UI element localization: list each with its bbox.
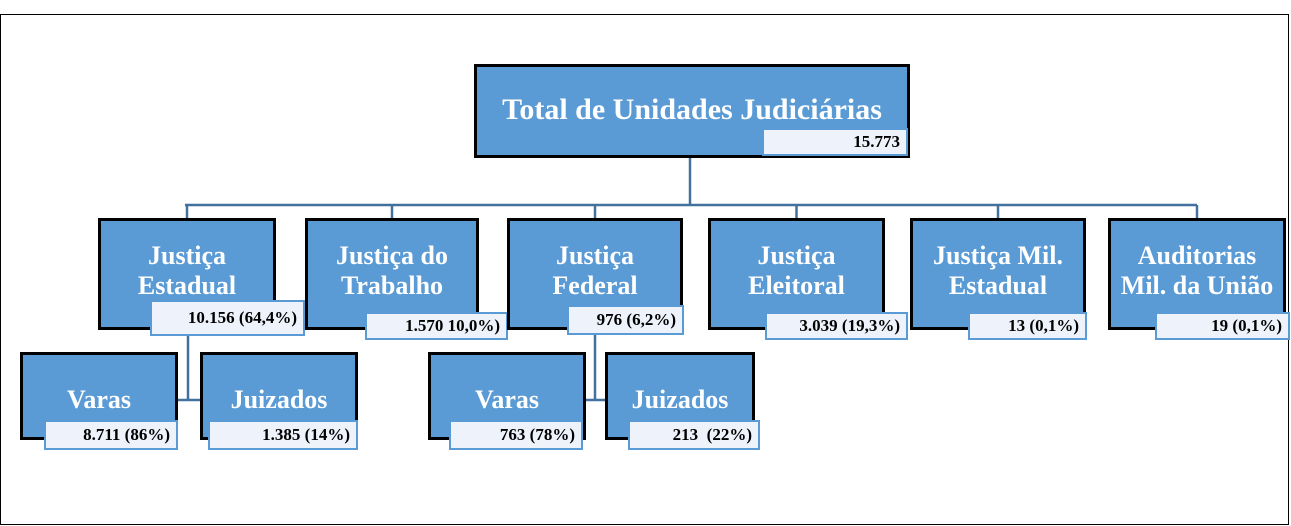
node-value: 3.039 (19,3%) <box>765 312 908 340</box>
node-title: Justiça do <box>336 241 448 270</box>
node-title: Justiça <box>757 241 836 270</box>
node-title: Eleitoral <box>748 271 845 300</box>
node-title: Estadual <box>137 271 237 300</box>
node-value: 1.570 10,0%) <box>365 312 508 340</box>
node: Auditorias Mil. da União <box>1108 218 1286 330</box>
node-title: Varas <box>66 385 132 414</box>
frame <box>0 14 1289 525</box>
node-title: Estadual <box>948 271 1048 300</box>
node-value: 976 (6,2%) <box>567 305 684 335</box>
node-value: 1.385 (14%) <box>208 420 358 450</box>
node-title: Justiça Mil. <box>933 241 1063 270</box>
node-value: 19 (0,1%) <box>1155 312 1290 340</box>
node-title: Juizados <box>230 385 328 414</box>
node-value: 763 (78%) <box>449 420 583 450</box>
node-title: Varas <box>474 385 540 414</box>
node-value: 10.156 (64,4%) <box>150 300 305 336</box>
node-value: 15.773 <box>762 128 908 156</box>
node-title: Justiça <box>148 241 226 270</box>
node: Justiça Eleitoral <box>708 218 885 330</box>
node: Justiça Mil. Estadual <box>910 218 1086 330</box>
node-value: 213 (22%) <box>628 420 760 450</box>
node-title: Trabalho <box>340 271 444 300</box>
node-title: Auditorias <box>1137 241 1257 270</box>
node-title: Total de Unidades Judiciárias <box>502 93 882 126</box>
node-title: Mil. da União <box>1120 271 1274 300</box>
node-value: 8.711 (86%) <box>44 420 178 450</box>
node-value: 13 (0,1%) <box>968 312 1087 340</box>
node-title: Federal <box>552 271 638 300</box>
node-title: Juizados <box>631 385 729 414</box>
node-title: Justiça <box>556 241 634 270</box>
